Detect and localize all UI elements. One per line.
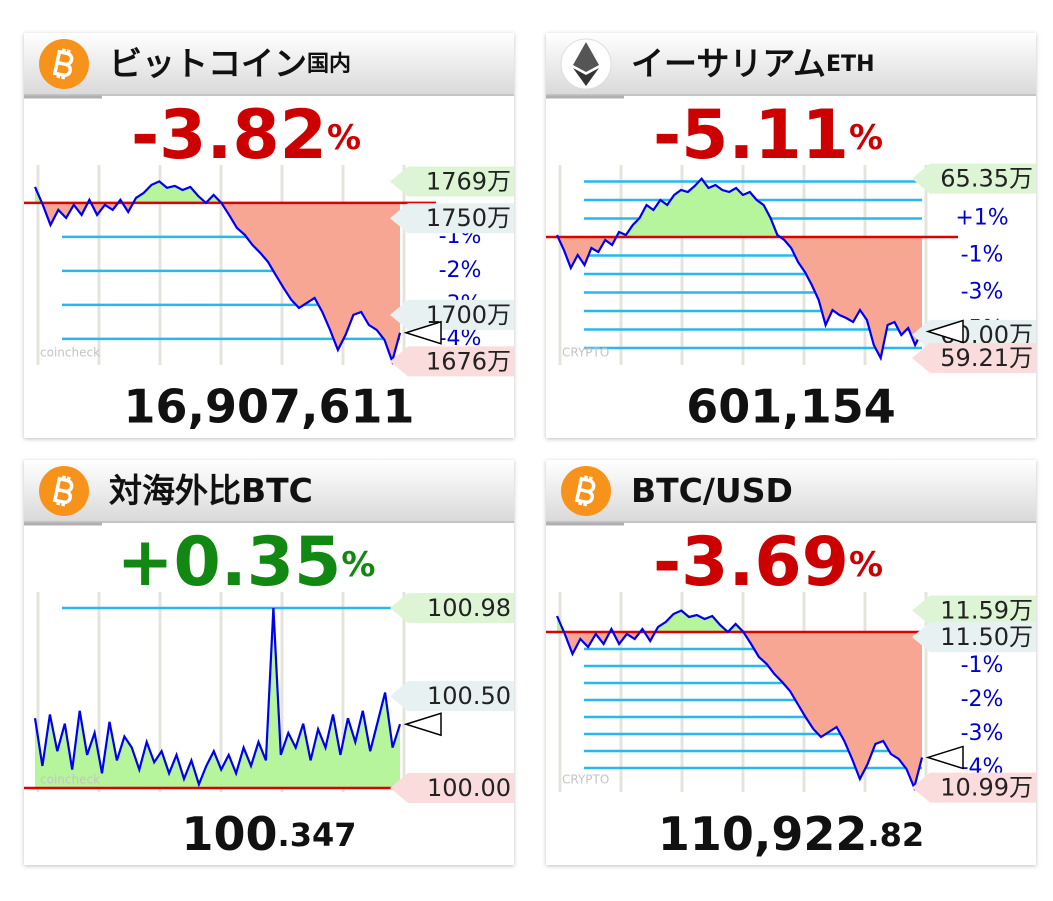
y-tick-label: -1% xyxy=(961,653,1004,678)
change: +0.35% xyxy=(117,523,376,602)
price-tag-label: 1750万 xyxy=(426,204,511,232)
price-line xyxy=(33,607,402,788)
price-tag-label: 100.50 xyxy=(427,682,511,710)
card-title: ビットコイン国内 xyxy=(109,44,351,83)
change-value: -3.69 xyxy=(653,523,849,602)
y-tick-label: -3% xyxy=(961,721,1004,746)
price-tag xyxy=(390,681,514,712)
price-tag xyxy=(912,342,1036,373)
price-tag xyxy=(912,622,1036,653)
y-tick-label: -1% xyxy=(961,242,1004,267)
card-header xyxy=(24,460,514,522)
price: 601,154 xyxy=(686,380,896,434)
card-header xyxy=(24,33,514,95)
price-tag xyxy=(912,595,1036,626)
price-line xyxy=(33,180,402,365)
title-main: 対海外比BTC xyxy=(109,471,313,510)
price-tag xyxy=(912,163,1036,194)
change-value: -5.11 xyxy=(653,96,849,175)
price-line xyxy=(555,609,924,792)
y-tick-label: +1% xyxy=(955,206,1008,231)
current-marker xyxy=(403,712,442,737)
price-tag-label: 11.50万 xyxy=(940,623,1033,651)
title-main: BTC/USD xyxy=(631,471,793,510)
price-tag-label: 59.21万 xyxy=(940,344,1033,372)
change-unit: % xyxy=(849,118,883,158)
title-main: イーサリアム xyxy=(631,44,826,83)
card-title: BTC/USD xyxy=(631,471,793,510)
price-tag xyxy=(390,166,514,197)
loss-area xyxy=(35,202,400,362)
ticker-card: イーサリアムETH-5.11%CRYPTO+1%-1%-3%-5%65.35万6… xyxy=(546,33,1036,438)
current-marker xyxy=(925,319,964,344)
price-tag xyxy=(390,203,514,234)
gain-area xyxy=(35,608,400,788)
price-tag xyxy=(390,346,514,377)
price-tag xyxy=(912,772,1036,803)
watermark: CRYPTO xyxy=(562,346,609,360)
price-line xyxy=(556,176,923,362)
eth-icon-bottom xyxy=(573,68,599,86)
ticker-card: ビットコイン国内-3.82%coincheck-1%-2%-3%-4%1769万… xyxy=(24,33,514,438)
y-tick-label: -2% xyxy=(439,258,482,283)
price: 16,907,611 xyxy=(123,380,414,434)
current-marker xyxy=(925,745,964,770)
ticker-card: 対海外比BTC +0.35% coincheck 100.98 100.50 100.00… xyxy=(24,460,514,865)
change: -3.69% xyxy=(653,523,883,602)
y-tick-label: -3% xyxy=(961,279,1004,304)
watermark: coincheck xyxy=(40,773,100,787)
change-unit: % xyxy=(327,118,361,158)
price-tag-label: 10.99万 xyxy=(940,774,1033,802)
price-tag-label: 100.98 xyxy=(427,594,511,622)
change-value: -3.82 xyxy=(131,96,327,175)
watermark: CRYPTO xyxy=(562,773,609,787)
card-title: 対海外比BTC xyxy=(109,471,313,510)
card-header xyxy=(546,460,1036,522)
title-sub: 国内 xyxy=(307,52,351,77)
loss-area xyxy=(557,237,922,358)
ticker-card: BTC/USD-3.69%CRYPTO-1%-2%-3%-4%11.59万11.… xyxy=(546,460,1036,865)
card-title: イーサリアムETH xyxy=(631,44,874,83)
current-marker xyxy=(403,320,442,345)
loss-area xyxy=(557,632,922,788)
card-header xyxy=(546,33,1036,95)
price-tag xyxy=(390,772,514,803)
price-tag-label: 65.35万 xyxy=(940,165,1033,193)
btc-icon-glyph xyxy=(52,475,74,507)
price-tag xyxy=(390,592,514,623)
change-value: +0.35 xyxy=(117,523,342,602)
gain-area xyxy=(557,178,922,237)
eth-icon-top xyxy=(573,42,599,72)
watermark: coincheck xyxy=(40,346,100,360)
change: -5.11% xyxy=(653,96,883,175)
change-unit: % xyxy=(849,545,883,585)
btc-icon-glyph xyxy=(52,48,74,80)
price: 110,922.82 xyxy=(658,807,924,861)
title-main: ビットコイン xyxy=(109,44,307,83)
price: 100.347 xyxy=(182,807,357,861)
price-tag-label: 11.59万 xyxy=(940,597,1033,625)
price-tag-label: 1769万 xyxy=(426,167,511,195)
btc-icon-glyph xyxy=(574,475,596,507)
y-tick-label: -2% xyxy=(961,687,1004,712)
title-sub: ETH xyxy=(826,52,874,77)
price-tag-label: 100.00 xyxy=(427,774,511,802)
change-unit: % xyxy=(341,545,375,585)
price-tag-label: 1676万 xyxy=(426,347,511,375)
price-tag xyxy=(390,299,514,330)
change: -3.82% xyxy=(131,96,361,175)
